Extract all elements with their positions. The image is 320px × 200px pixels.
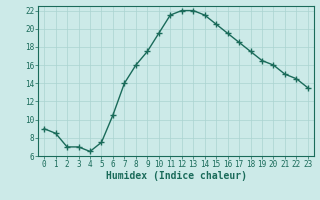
X-axis label: Humidex (Indice chaleur): Humidex (Indice chaleur) — [106, 171, 246, 181]
